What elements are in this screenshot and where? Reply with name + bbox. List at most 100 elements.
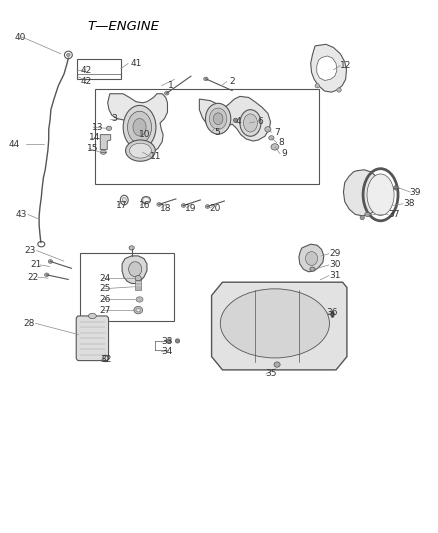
Ellipse shape (337, 88, 341, 92)
Text: 9: 9 (282, 149, 287, 158)
Text: 5: 5 (214, 128, 220, 137)
Ellipse shape (220, 289, 329, 358)
Text: 12: 12 (340, 61, 351, 70)
Text: 36: 36 (327, 308, 338, 317)
Ellipse shape (213, 113, 223, 125)
Text: 3: 3 (111, 114, 117, 123)
Polygon shape (199, 96, 271, 141)
Ellipse shape (310, 267, 315, 271)
Ellipse shape (45, 273, 49, 277)
Text: 31: 31 (329, 271, 340, 280)
Text: 21: 21 (30, 261, 41, 269)
Ellipse shape (209, 108, 227, 130)
Polygon shape (311, 44, 346, 92)
Ellipse shape (123, 106, 156, 149)
Text: 6: 6 (258, 117, 263, 126)
Ellipse shape (142, 197, 150, 204)
Text: 23: 23 (25, 246, 36, 255)
Bar (77, 59, 121, 79)
Text: 25: 25 (100, 284, 111, 293)
Text: 19: 19 (185, 204, 196, 213)
Text: 38: 38 (403, 199, 415, 208)
Ellipse shape (129, 246, 134, 250)
Text: 33: 33 (161, 337, 173, 346)
Ellipse shape (48, 260, 53, 263)
Ellipse shape (181, 204, 186, 207)
Ellipse shape (367, 174, 394, 215)
Ellipse shape (365, 212, 370, 216)
Text: 39: 39 (410, 188, 421, 197)
Polygon shape (122, 256, 147, 284)
Ellipse shape (205, 103, 231, 134)
Text: 40: 40 (14, 34, 26, 43)
Text: 8: 8 (279, 138, 284, 147)
Ellipse shape (269, 136, 274, 140)
Ellipse shape (244, 114, 258, 132)
Text: 44: 44 (9, 140, 20, 149)
Text: 10: 10 (139, 130, 151, 139)
Text: 32: 32 (100, 355, 111, 364)
FancyBboxPatch shape (76, 316, 109, 361)
Text: 1: 1 (168, 81, 174, 90)
Text: 35: 35 (265, 369, 277, 378)
Ellipse shape (274, 362, 280, 367)
Ellipse shape (136, 297, 143, 302)
Ellipse shape (129, 262, 142, 277)
Text: 18: 18 (160, 204, 172, 213)
Text: 37: 37 (388, 210, 399, 219)
Text: 28: 28 (23, 319, 35, 328)
Ellipse shape (166, 339, 171, 343)
Ellipse shape (88, 313, 96, 319)
Text: 22: 22 (28, 273, 39, 281)
Ellipse shape (205, 205, 210, 208)
Polygon shape (343, 169, 383, 216)
Polygon shape (299, 244, 324, 272)
Text: 41: 41 (131, 59, 142, 68)
Text: 29: 29 (329, 249, 340, 259)
Ellipse shape (133, 118, 146, 136)
Bar (135, 280, 141, 290)
Text: 14: 14 (89, 133, 100, 142)
Ellipse shape (144, 198, 148, 201)
Text: 34: 34 (161, 347, 172, 356)
Ellipse shape (157, 203, 161, 206)
Text: 42: 42 (80, 67, 92, 75)
Text: 11: 11 (150, 152, 162, 161)
Ellipse shape (240, 110, 261, 136)
Ellipse shape (127, 111, 152, 143)
Bar (80, 253, 174, 321)
Text: 20: 20 (209, 204, 220, 213)
Ellipse shape (271, 144, 279, 150)
Ellipse shape (233, 118, 238, 123)
Text: 42: 42 (80, 77, 92, 86)
Ellipse shape (130, 143, 151, 158)
Text: 17: 17 (117, 201, 128, 210)
Ellipse shape (135, 276, 141, 281)
Ellipse shape (136, 308, 141, 312)
Text: 24: 24 (100, 273, 111, 282)
Ellipse shape (67, 53, 70, 56)
Text: 15: 15 (87, 144, 98, 153)
Text: 13: 13 (92, 123, 103, 132)
Polygon shape (108, 94, 167, 154)
Text: 26: 26 (100, 295, 111, 304)
Ellipse shape (106, 126, 112, 131)
Ellipse shape (331, 311, 334, 318)
Ellipse shape (265, 127, 271, 132)
Text: 27: 27 (100, 305, 111, 314)
Text: 7: 7 (274, 128, 279, 137)
Text: T—ENGINE: T—ENGINE (87, 20, 159, 33)
Bar (95, 90, 319, 184)
Ellipse shape (100, 150, 106, 155)
Ellipse shape (122, 197, 127, 203)
Ellipse shape (134, 306, 143, 314)
Ellipse shape (175, 339, 180, 343)
Text: 30: 30 (329, 261, 340, 269)
Ellipse shape (126, 140, 155, 161)
Polygon shape (212, 282, 347, 370)
Ellipse shape (204, 77, 208, 80)
Ellipse shape (165, 91, 169, 95)
Text: 2: 2 (229, 77, 235, 86)
Ellipse shape (360, 215, 364, 220)
Text: 16: 16 (139, 201, 151, 210)
